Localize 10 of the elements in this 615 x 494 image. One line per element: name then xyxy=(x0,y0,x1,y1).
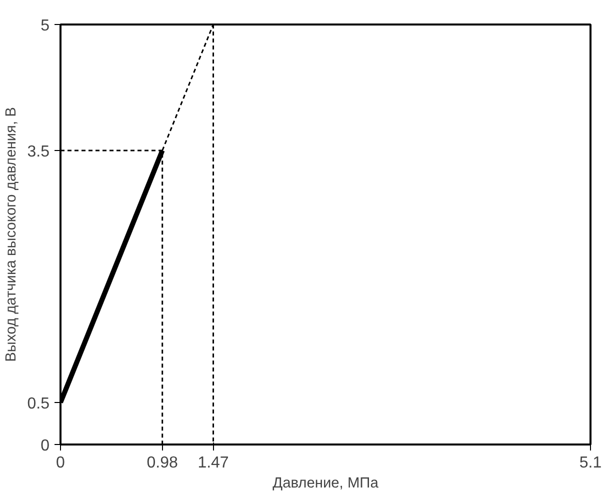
y-tick-label: 0.5 xyxy=(27,396,50,412)
y-axis-title: Выход датчика высокого давления, В xyxy=(3,107,20,362)
x-tick-label: 5.1 xyxy=(579,454,602,472)
y-tick-label: 0 xyxy=(40,438,50,454)
x-tick-label: 0 xyxy=(56,454,66,472)
x-tick-label: 1.47 xyxy=(198,454,229,472)
y-tick-label: 3.5 xyxy=(27,144,50,160)
x-tick-label: 0.98 xyxy=(146,454,178,472)
y-tick-label: 5 xyxy=(40,18,50,34)
x-axis-title: Давление, МПа xyxy=(272,476,380,492)
